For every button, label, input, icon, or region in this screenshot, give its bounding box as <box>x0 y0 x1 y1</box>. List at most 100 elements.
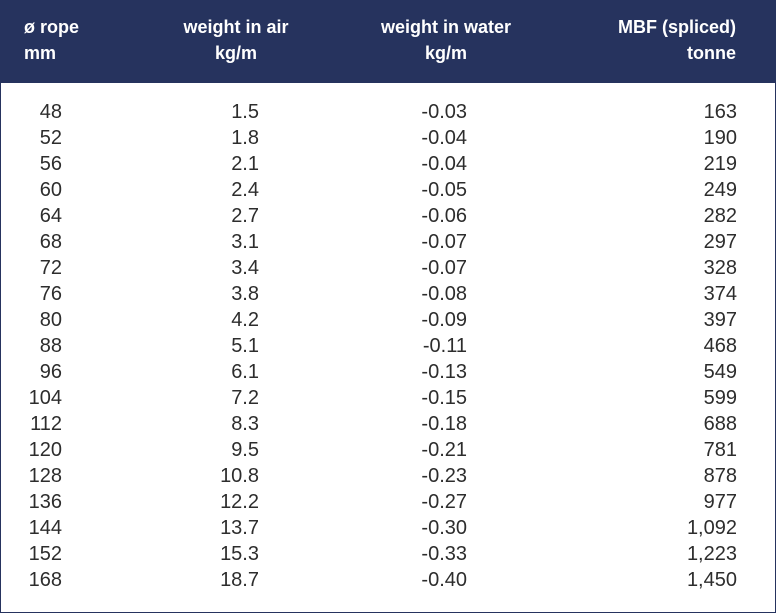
cell-weight-in-air: 4.2 <box>231 309 259 331</box>
cell-weight-in-water: -0.30 <box>421 517 467 539</box>
cell-weight-in-air: 8.3 <box>231 413 259 435</box>
cell-weight-in-air: 6.1 <box>231 361 259 383</box>
cell-weight-in-air: 5.1 <box>231 335 259 357</box>
cell-mbf: 190 <box>703 127 737 149</box>
table-row: 168 18.7 -0.40 1,450 <box>1 568 775 594</box>
cell-mbf: 977 <box>703 491 737 513</box>
cell-weight-in-air: 3.1 <box>231 231 259 253</box>
header-water-line1: weight in water <box>380 17 512 37</box>
table-row: 152 15.3 -0.33 1,223 <box>1 542 775 568</box>
cell-weight-in-air: 9.5 <box>231 439 259 461</box>
cell-rope-diameter: 80 <box>39 309 62 331</box>
cell-weight-in-water: -0.33 <box>421 543 467 565</box>
cell-rope-diameter: 96 <box>39 361 62 383</box>
cell-weight-in-air: 7.2 <box>231 387 259 409</box>
table-body: 48 1.5 -0.03 163 52 1.8 -0.04 190 56 2.1 -0.04 21… <box>1 100 775 594</box>
cell-weight-in-water: -0.03 <box>421 101 467 123</box>
cell-mbf: 599 <box>703 387 737 409</box>
cell-weight-in-water: -0.13 <box>421 361 467 383</box>
table-row: 68 3.1 -0.07 297 <box>1 230 775 256</box>
table-row: 56 2.1 -0.04 219 <box>1 152 775 178</box>
cell-weight-in-water: -0.21 <box>421 439 467 461</box>
cell-rope-diameter: 120 <box>28 439 62 461</box>
cell-rope-diameter: 52 <box>39 127 62 149</box>
cell-weight-in-air: 3.4 <box>231 257 259 279</box>
cell-weight-in-water: -0.09 <box>421 309 467 331</box>
cell-rope-diameter: 104 <box>28 387 62 409</box>
cell-weight-in-air: 2.4 <box>231 179 259 201</box>
cell-weight-in-air: 2.7 <box>231 205 259 227</box>
table-row: 64 2.7 -0.06 282 <box>1 204 775 230</box>
cell-rope-diameter: 112 <box>30 413 62 435</box>
cell-weight-in-water: -0.15 <box>421 387 467 409</box>
cell-mbf: 249 <box>703 179 737 201</box>
cell-rope-diameter: 72 <box>39 257 62 279</box>
table-row: 72 3.4 -0.07 328 <box>1 256 775 282</box>
cell-rope-diameter: 144 <box>28 517 62 539</box>
table-row: 88 5.1 -0.11 468 <box>1 334 775 360</box>
header-rope-line1: ø rope <box>24 17 80 37</box>
cell-rope-diameter: 136 <box>28 491 62 513</box>
cell-mbf: 282 <box>703 205 737 227</box>
cell-mbf: 1,092 <box>686 517 737 539</box>
cell-mbf: 163 <box>703 101 737 123</box>
table-row: 52 1.8 -0.04 190 <box>1 126 775 152</box>
cell-weight-in-water: -0.04 <box>421 127 467 149</box>
cell-mbf: 688 <box>703 413 737 435</box>
cell-weight-in-air: 1.5 <box>231 101 259 123</box>
header-weight-in-air: weight in air kg/m <box>173 14 299 66</box>
cell-weight-in-water: -0.40 <box>421 569 467 591</box>
cell-mbf: 781 <box>703 439 737 461</box>
cell-rope-diameter: 56 <box>39 153 62 175</box>
cell-rope-diameter: 128 <box>28 465 62 487</box>
cell-weight-in-water: -0.23 <box>421 465 467 487</box>
header-air-line2: kg/m <box>214 43 257 63</box>
cell-mbf: 297 <box>703 231 737 253</box>
cell-weight-in-water: -0.07 <box>421 231 467 253</box>
table-row: 128 10.8 -0.23 878 <box>1 464 775 490</box>
cell-weight-in-air: 12.2 <box>220 491 259 513</box>
cell-weight-in-water: -0.27 <box>421 491 467 513</box>
cell-mbf: 1,450 <box>686 569 737 591</box>
table-row: 80 4.2 -0.09 397 <box>1 308 775 334</box>
cell-weight-in-air: 2.1 <box>231 153 259 175</box>
table-row: 144 13.7 -0.30 1,092 <box>1 516 775 542</box>
table-row: 48 1.5 -0.03 163 <box>1 100 775 126</box>
cell-rope-diameter: 152 <box>28 543 62 565</box>
header-air-line1: weight in air <box>183 17 289 37</box>
header-rope-line2: mm <box>24 43 57 63</box>
table-row: 136 12.2 -0.27 977 <box>1 490 775 516</box>
table-row: 120 9.5 -0.21 781 <box>1 438 775 464</box>
cell-weight-in-water: -0.04 <box>421 153 467 175</box>
cell-weight-in-air: 18.7 <box>220 569 259 591</box>
cell-mbf: 549 <box>703 361 737 383</box>
cell-mbf: 468 <box>703 335 737 357</box>
cell-weight-in-water: -0.07 <box>421 257 467 279</box>
cell-mbf: 374 <box>703 283 737 305</box>
header-water-line2: kg/m <box>424 43 467 63</box>
cell-weight-in-air: 1.8 <box>231 127 259 149</box>
cell-rope-diameter: 68 <box>39 231 62 253</box>
cell-rope-diameter: 88 <box>39 335 62 357</box>
cell-mbf: 219 <box>703 153 737 175</box>
header-mbf-spliced: MBF (spliced) tonne <box>618 14 736 66</box>
cell-weight-in-water: -0.06 <box>421 205 467 227</box>
cell-rope-diameter: 48 <box>39 101 62 123</box>
table-header: ø rope mm weight in air kg/m weight in w… <box>1 1 775 83</box>
cell-weight-in-water: -0.05 <box>421 179 467 201</box>
cell-mbf: 1,223 <box>686 543 737 565</box>
header-mbf-line2: tonne <box>687 43 736 63</box>
cell-mbf: 397 <box>703 309 737 331</box>
cell-weight-in-air: 3.8 <box>231 283 259 305</box>
cell-weight-in-air: 13.7 <box>220 517 259 539</box>
cell-weight-in-air: 15.3 <box>220 543 259 565</box>
cell-rope-diameter: 64 <box>39 205 62 227</box>
cell-weight-in-water: -0.11 <box>422 335 467 357</box>
cell-rope-diameter: 168 <box>28 569 62 591</box>
cell-weight-in-air: 10.8 <box>220 465 259 487</box>
header-weight-in-water: weight in water kg/m <box>369 14 523 66</box>
table-row: 60 2.4 -0.05 249 <box>1 178 775 204</box>
table-row: 76 3.8 -0.08 374 <box>1 282 775 308</box>
table-row: 112 8.3 -0.18 688 <box>1 412 775 438</box>
